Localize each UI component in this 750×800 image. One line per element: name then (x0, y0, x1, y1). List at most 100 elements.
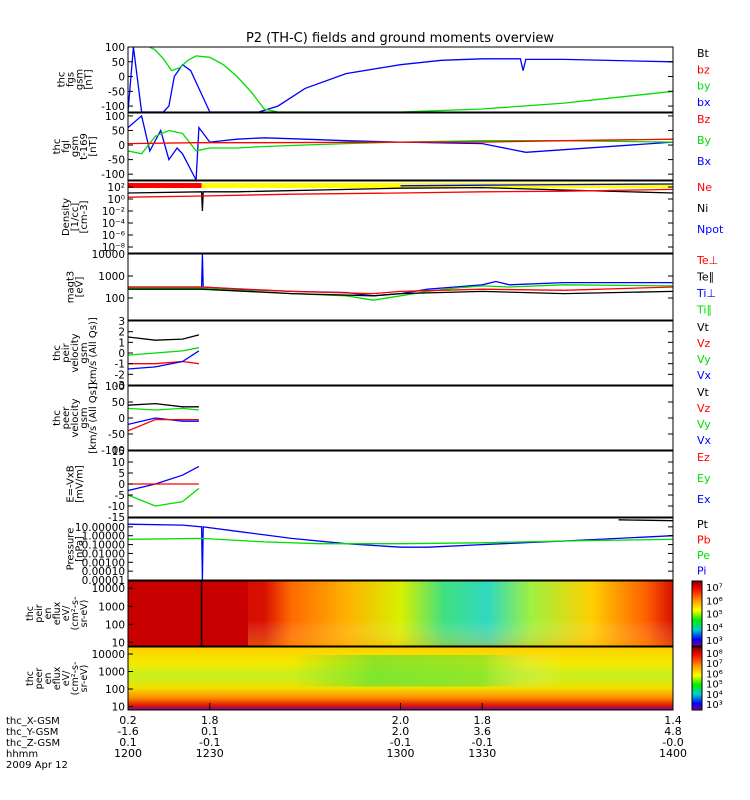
legend-entry: Bz (697, 113, 711, 126)
legend-entry: Vt (697, 321, 710, 334)
y-axis-label: thc (25, 671, 36, 686)
legend-entry: Vz (697, 337, 711, 350)
panel-frame (127, 253, 674, 321)
y-axis-label: [km/s (All Qs)] (88, 382, 99, 454)
y-tick-label: -100 (101, 101, 125, 113)
y-tick-label: -100 (101, 445, 125, 457)
y-tick-label: 100 (105, 42, 125, 54)
y-tick-label: 100 (105, 619, 125, 631)
y-axis-label: [nT] (84, 69, 95, 89)
colorbar-tick-label: 10⁴ (706, 690, 723, 701)
legend-entry: Pb (697, 534, 711, 547)
y-tick-label: 50 (112, 397, 125, 409)
x-annotation-value: 2.0 (392, 714, 410, 727)
line-panels: 100500-50-100thcfgsgsm[nT]Btbzbybx100500… (52, 42, 724, 587)
legend-entry: Ni (697, 202, 708, 215)
panel-frame (127, 320, 674, 386)
x-annotation-value: 3.6 (474, 725, 492, 738)
colorbar-tick-label: 10³ (706, 636, 723, 647)
y-tick-label: 10² (107, 182, 125, 194)
series-peer_v-Vy (128, 407, 199, 411)
x-annotation-value: 4.8 (664, 725, 682, 738)
y-tick-label: 10 (112, 637, 125, 649)
legend-entry: Vz (697, 402, 711, 415)
x-annotation-value: 1400 (659, 747, 687, 760)
y-tick-label: -50 (108, 429, 125, 441)
y-tick-label: 15 (112, 446, 125, 458)
y-axis-label: Pressure (66, 528, 77, 571)
series-pressure-Pe (128, 537, 673, 545)
y-axis-label: magt3 (66, 271, 77, 304)
x-annotation-value: 0.2 (119, 714, 137, 727)
x-annotation-label: thc_Z-GSM (6, 738, 60, 749)
series-fgl-Bz (128, 138, 673, 145)
y-tick-label: -10 (108, 501, 125, 513)
x-annotation-value: 0.1 (201, 725, 219, 738)
series-temp-Te⊥ (128, 286, 673, 295)
y-tick-label: 0.00001 (82, 575, 125, 587)
y-axis-label: [km/s (All Qs)] (88, 317, 99, 389)
colorbar-tick-label: 10⁸ (706, 649, 723, 660)
y-tick-label: 100 (105, 293, 125, 305)
series-density-Ni (128, 186, 673, 212)
x-annotation-value: -0.1 (390, 736, 411, 749)
colorbar (691, 646, 703, 711)
x-annotation-value: 1200 (114, 747, 142, 760)
series-temp-Te∥ (128, 288, 673, 297)
legend-entry: Te⊥ (696, 254, 718, 267)
y-tick-label: 0 (118, 348, 125, 360)
y-tick-label: 0.10000 (82, 540, 125, 552)
panel-pressure: 10.000001.000000.100000.010000.001000.00… (66, 517, 711, 587)
colorbar-tick-label: 10⁵ (706, 610, 723, 621)
legend-entry: Bt (697, 47, 710, 60)
colorbar-tick-label: 10⁷ (706, 583, 723, 594)
series-density-Ne (128, 188, 673, 198)
y-tick-label: 1000 (98, 271, 125, 283)
legend-entry: Vy (697, 353, 711, 366)
legend-entry: Npot (697, 223, 724, 236)
x-annotation-label: hhmm (6, 749, 38, 760)
y-axis-label: fgl (61, 140, 72, 153)
series-peir_v-Vx (128, 350, 200, 370)
legend-entry: Pi (697, 565, 706, 578)
panel-frame (127, 180, 674, 254)
y-axis-label: t-169 (79, 133, 90, 160)
series-pressure-Pb (128, 523, 673, 581)
y-tick-label: 10000 (92, 583, 125, 595)
legend-entry: Ex (697, 493, 711, 506)
y-axis-label: thc (52, 410, 63, 426)
y-tick-label: 1000 (98, 601, 125, 613)
y-axis-label: [1/cc] (70, 203, 81, 232)
series-fgs-by (149, 46, 673, 113)
y-axis-label: E=-VxB (66, 465, 77, 502)
y-axis-label: [cm-3] (79, 200, 90, 233)
colorbar-tick-label: 10³ (706, 700, 723, 711)
x-annotation-value: -1.6 (117, 725, 138, 738)
x-annotation-value: 2.0 (392, 725, 410, 738)
y-axis-label: gsm (75, 69, 86, 90)
y-tick-label: 10⁰ (107, 194, 125, 206)
y-tick-label: -15 (108, 512, 125, 524)
spectrogram-frame (127, 580, 674, 647)
y-tick-label: -2 (115, 369, 125, 381)
series-peir_v-Vz (128, 360, 199, 365)
y-tick-label: 0 (118, 140, 125, 152)
y-tick-label: 1000 (98, 667, 125, 679)
y-axis-label: peir (34, 604, 45, 623)
colorbar-tick-label: 10⁶ (706, 669, 723, 680)
y-axis-label: eflux (52, 601, 63, 625)
legend-entry: bz (697, 63, 710, 76)
y-axis-label: eV/ (61, 670, 72, 686)
y-tick-label: 0 (118, 479, 125, 491)
colorbar (691, 580, 703, 647)
y-axis-label: [nPa] (75, 536, 86, 562)
series-efield-Ey (128, 487, 200, 507)
x-annotation-value: -0.0 (662, 736, 683, 749)
legend-entry: By (697, 134, 712, 147)
y-axis-label: eV/ (61, 605, 72, 621)
y-tick-label: -100 (101, 169, 125, 181)
series-fgl-By (128, 129, 673, 155)
